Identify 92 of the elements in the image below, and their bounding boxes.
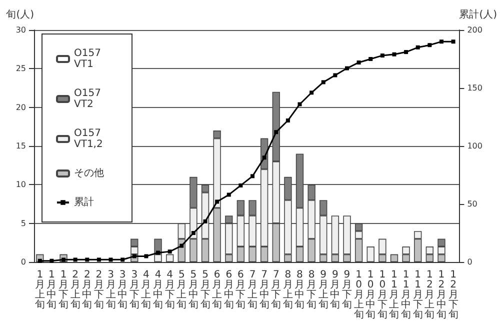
- point: [180, 244, 184, 248]
- legend-label: O157 VT1,2: [74, 128, 103, 150]
- point: [156, 250, 160, 255]
- x-tick-label: 10月中旬: [366, 270, 376, 320]
- x-tick-label: 7月中旬: [259, 270, 270, 310]
- y2-tick-label: 150: [467, 84, 482, 92]
- point: [416, 45, 420, 50]
- y2-tick-label: 100: [467, 142, 482, 150]
- x-tick-label: 6月上旬: [212, 270, 222, 310]
- y-tick-label: 5: [20, 218, 26, 228]
- y-tick-label: 15: [16, 142, 26, 150]
- x-tick-label: 2月中旬: [82, 270, 92, 310]
- x-tick-label: 9月下旬: [342, 270, 352, 310]
- x-tick-label: 10月上旬: [354, 270, 364, 320]
- point: [380, 54, 384, 58]
- point: [85, 258, 90, 262]
- legend-label: 累計: [74, 196, 94, 208]
- x-tick-label: 11月中旬: [401, 270, 412, 320]
- legend-label: O157 VT1: [74, 48, 101, 70]
- x-tick-label: 5月上旬: [176, 270, 187, 310]
- x-tick-label: 8月上旬: [282, 270, 293, 310]
- point: [428, 43, 432, 48]
- y2-axis-title: 累計(人): [459, 8, 498, 20]
- point: [203, 219, 208, 224]
- point: [344, 66, 349, 70]
- point: [238, 183, 243, 188]
- point: [226, 192, 231, 197]
- point: [392, 52, 396, 56]
- point: [144, 254, 148, 258]
- x-tick-label: 1月上旬: [34, 270, 45, 310]
- point: [108, 258, 113, 262]
- point: [250, 174, 255, 178]
- x-tick-label: 9月中旬: [330, 270, 340, 310]
- y-tick-label: 0: [20, 258, 26, 266]
- point: [168, 250, 172, 254]
- point: [333, 73, 338, 78]
- x-tick-label: 7月上旬: [248, 270, 258, 310]
- x-tick-label: 9月上旬: [318, 270, 328, 310]
- x-tick-label: 5月中旬: [188, 270, 198, 310]
- point: [439, 40, 444, 44]
- bar: [166, 254, 174, 262]
- point: [38, 258, 42, 263]
- point: [356, 60, 361, 64]
- y-tick-label: 20: [16, 102, 26, 112]
- point: [191, 231, 196, 235]
- x-tick-label: 11月下旬: [412, 270, 423, 320]
- y-tick-label: 25: [16, 64, 26, 74]
- x-tick-label: 5月下旬: [200, 270, 210, 310]
- point: [96, 258, 101, 262]
- x-tick-label: 1月中旬: [46, 270, 57, 310]
- y-tick-label: 30: [16, 26, 26, 34]
- y2-tick-label: 200: [467, 26, 482, 34]
- x-tick-label: 12月中旬: [436, 270, 446, 320]
- y-axis-title: 旬(人): [6, 8, 34, 20]
- x-tick-label: 2月下旬: [94, 270, 104, 310]
- x-tick-label: 4月中旬: [153, 270, 164, 310]
- x-tick-label: 4月上旬: [141, 270, 152, 310]
- x-tick-label: 3月上旬: [106, 270, 116, 310]
- x-tick-label: 8月中旬: [294, 270, 305, 310]
- x-tick-label: 1月下旬: [58, 270, 69, 310]
- y2-tick-label: 50: [467, 200, 478, 208]
- point: [50, 258, 54, 263]
- x-tick-label: 8月下旬: [306, 270, 317, 310]
- point: [262, 156, 266, 160]
- point: [120, 258, 125, 262]
- x-tick-label: 3月中旬: [118, 270, 128, 310]
- point: [298, 102, 302, 106]
- point: [368, 57, 373, 61]
- x-tick-label: 6月中旬: [224, 270, 234, 310]
- point: [404, 50, 408, 54]
- x-tick-label: 11月上旬: [389, 270, 400, 320]
- point: [215, 200, 220, 204]
- point: [286, 118, 290, 122]
- x-tick-label: 4月下旬: [164, 270, 175, 310]
- y-tick-label: 10: [16, 180, 26, 190]
- bar: [366, 246, 374, 262]
- x-tick-label: 12月上旬: [424, 270, 435, 320]
- x-tick-label: 6月下旬: [236, 270, 246, 310]
- legend-label: O157 VT2: [74, 88, 101, 110]
- x-tick-label: 3月下旬: [129, 270, 140, 310]
- point: [274, 130, 278, 134]
- point: [310, 90, 314, 95]
- point: [73, 258, 78, 262]
- x-tick-label: 7月下旬: [271, 270, 282, 310]
- point: [321, 80, 326, 84]
- y2-tick-label: 0: [467, 258, 472, 266]
- x-tick-label: 10月下旬: [377, 270, 388, 320]
- point: [451, 40, 456, 44]
- bar: [390, 254, 398, 262]
- x-tick-label: 12月下旬: [448, 270, 458, 320]
- x-tick-label: 2月上旬: [70, 270, 80, 310]
- legend-label: その他: [74, 167, 104, 179]
